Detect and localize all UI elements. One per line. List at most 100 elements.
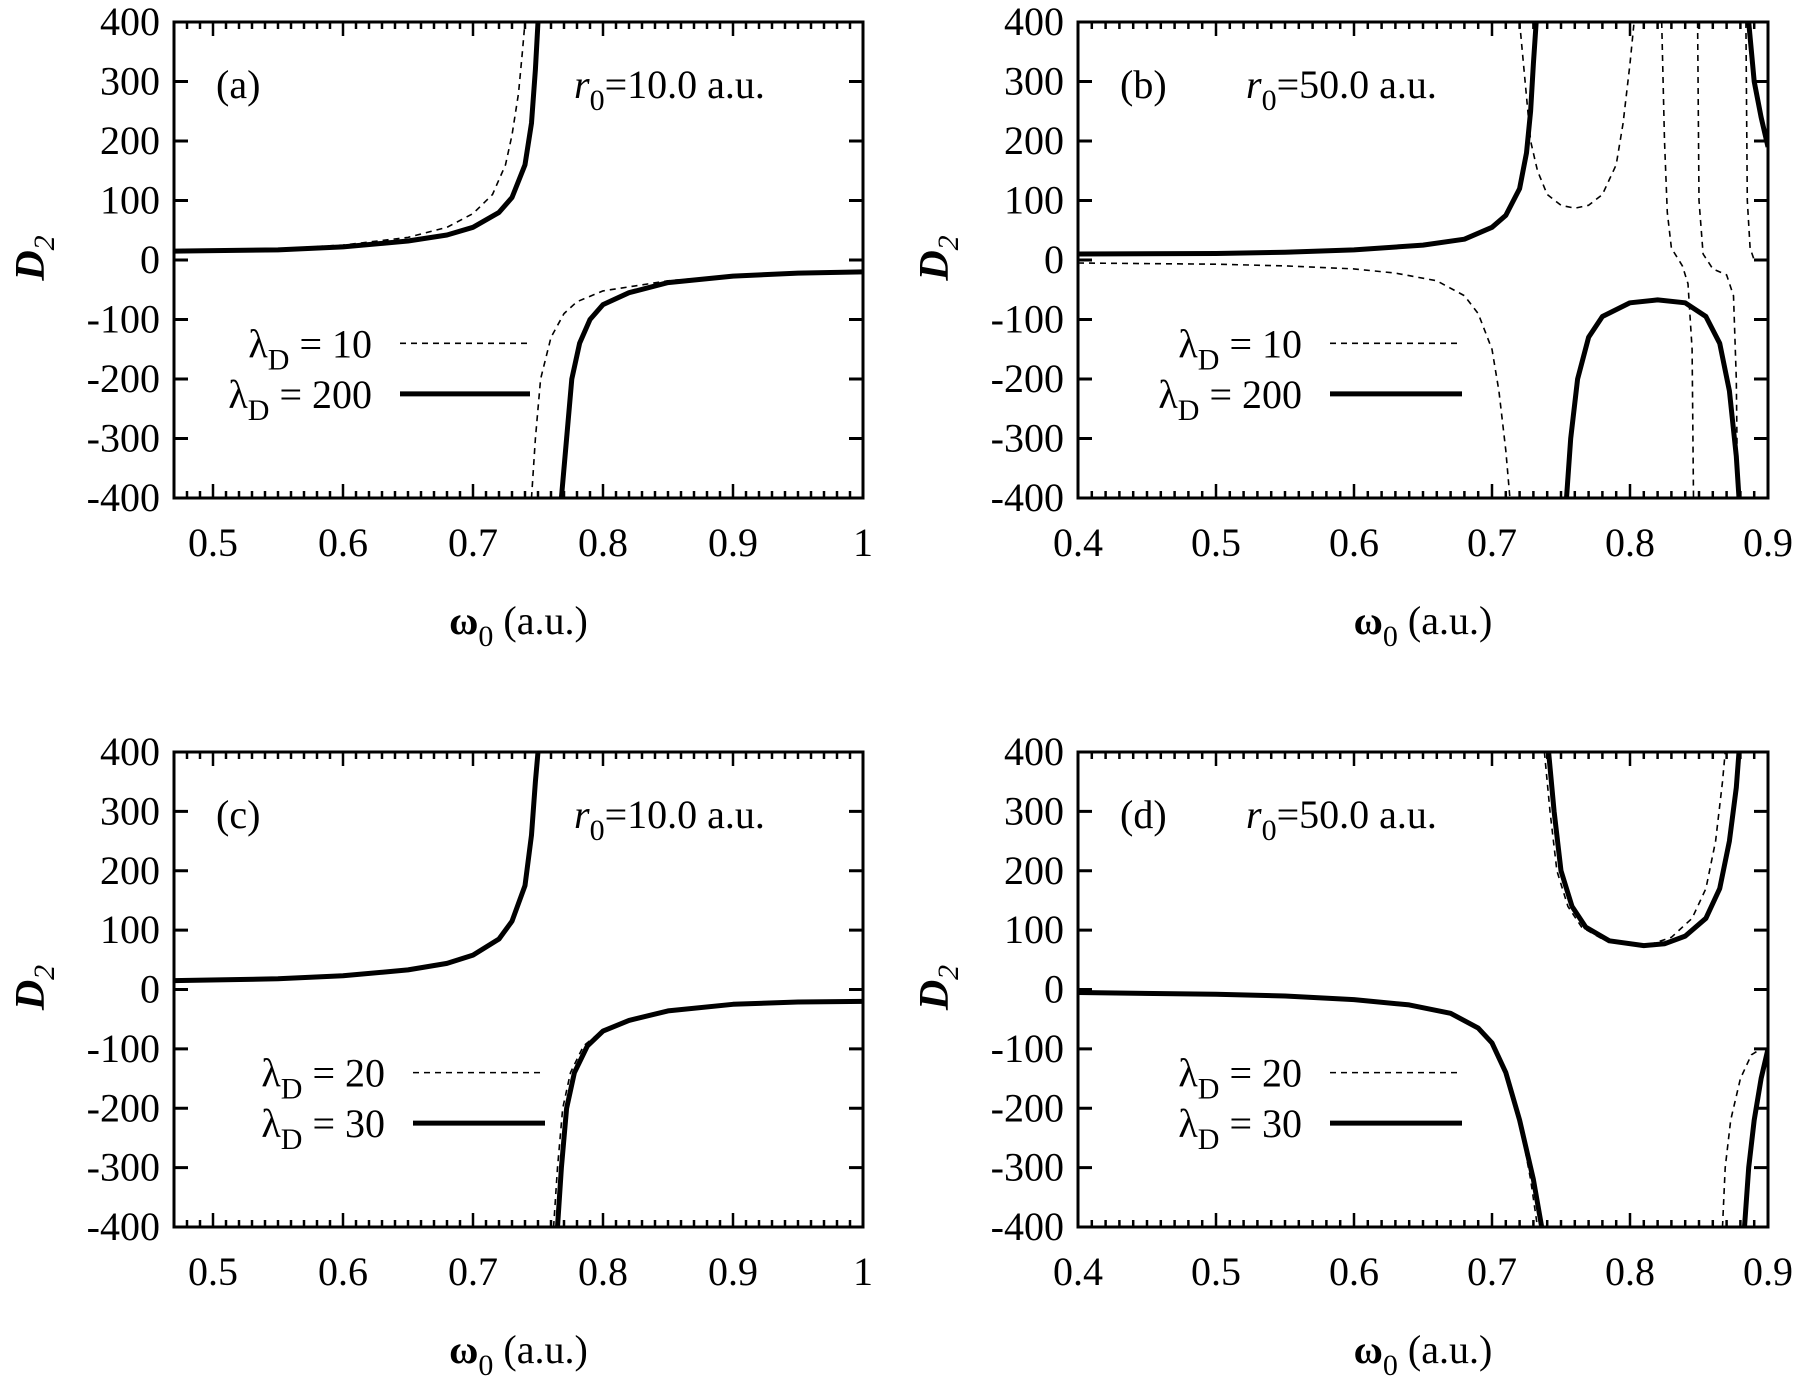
y-tick-label: 100 — [100, 178, 160, 223]
legend-label: λD = 10 — [1178, 321, 1302, 376]
series-dashed-line — [174, 752, 538, 982]
r0-annotation: r0=10.0 a.u. — [574, 62, 765, 117]
y-tick-label: -200 — [87, 1085, 160, 1130]
y-tick-label: 0 — [140, 237, 160, 282]
panel-label: (b) — [1120, 62, 1167, 107]
series-solid-line — [1742, 1048, 1768, 1227]
series-dashed-line — [1078, 262, 1511, 498]
plot-area — [174, 22, 863, 498]
x-tick-label: 0.9 — [1743, 1249, 1793, 1294]
series-solid-line — [1746, 22, 1768, 148]
x-tick-label: 0.4 — [1053, 1249, 1103, 1294]
x-tick-label: 0.6 — [1329, 1249, 1379, 1294]
legend-label: λD = 200 — [228, 372, 372, 427]
y-tick-label: 300 — [100, 788, 160, 833]
legend-label: λD = 200 — [1158, 372, 1302, 427]
x-tick-label: 0.7 — [1467, 520, 1517, 565]
x-axis-label: ω0 (a.u.) — [1354, 1327, 1493, 1382]
r0-annotation: r0=10.0 a.u. — [574, 792, 765, 847]
series-dashed-line — [1543, 752, 1726, 946]
y-axis-label: D2 — [8, 235, 61, 281]
x-axis-label: ω0 (a.u.) — [449, 598, 588, 653]
x-tick-label: 0.5 — [1191, 1249, 1241, 1294]
x-tick-label: 0.4 — [1053, 520, 1103, 565]
r0-annotation: r0=50.0 a.u. — [1246, 62, 1437, 117]
y-tick-label: 400 — [100, 729, 160, 774]
y-tick-label: -300 — [87, 1145, 160, 1190]
series-dashed-line — [1696, 22, 1739, 498]
y-tick-label: 300 — [100, 59, 160, 104]
series-solid-line — [174, 22, 541, 254]
panel-label: (a) — [216, 62, 260, 107]
x-tick-label: 0.8 — [1605, 520, 1655, 565]
y-tick-label: -100 — [991, 1026, 1064, 1071]
y-tick-label: 300 — [1004, 59, 1064, 104]
y-tick-label: -400 — [991, 475, 1064, 520]
y-axis-label: D2 — [8, 965, 61, 1011]
x-tick-label: 0.9 — [1743, 520, 1793, 565]
y-tick-label: 100 — [1004, 907, 1064, 952]
y-tick-label: -400 — [991, 1204, 1064, 1249]
x-axis-label: ω0 (a.u.) — [1354, 598, 1493, 653]
y-tick-label: 200 — [1004, 118, 1064, 163]
y-tick-label: -300 — [991, 416, 1064, 461]
series-solid-line — [558, 269, 863, 498]
x-tick-label: 0.5 — [188, 1249, 238, 1294]
series-dashed-line — [1660, 22, 1695, 498]
x-tick-label: 0.7 — [448, 1249, 498, 1294]
y-tick-label: 400 — [1004, 729, 1064, 774]
y-tick-label: -400 — [87, 1204, 160, 1249]
x-tick-label: 0.8 — [1605, 1249, 1655, 1294]
series-dashed-line — [1518, 22, 1635, 209]
x-tick-label: 0.6 — [318, 520, 368, 565]
legend-label: λD = 30 — [1178, 1101, 1302, 1156]
y-tick-label: -100 — [991, 297, 1064, 342]
y-tick-label: -300 — [991, 1145, 1064, 1190]
y-tick-label: 0 — [140, 967, 160, 1012]
y-tick-label: -200 — [991, 356, 1064, 401]
y-tick-label: 400 — [1004, 0, 1064, 44]
series-solid-line — [1078, 990, 1545, 1227]
series-dashed-line — [1721, 1048, 1762, 1227]
x-tick-label: 0.8 — [578, 1249, 628, 1294]
x-tick-label: 0.7 — [1467, 1249, 1517, 1294]
plot-area — [174, 752, 863, 1227]
y-tick-label: 300 — [1004, 788, 1064, 833]
y-tick-label: 200 — [1004, 848, 1064, 893]
x-tick-label: 1 — [853, 1249, 873, 1294]
x-tick-label: 0.8 — [578, 520, 628, 565]
y-tick-label: 100 — [100, 907, 160, 952]
series-solid-line — [1564, 297, 1742, 498]
x-axis-label: ω0 (a.u.) — [449, 1327, 588, 1382]
y-axis-label: D2 — [912, 965, 965, 1011]
y-tick-label: 200 — [100, 848, 160, 893]
x-tick-label: 0.6 — [1329, 520, 1379, 565]
y-tick-label: -100 — [87, 297, 160, 342]
legend-label: λD = 20 — [1178, 1051, 1302, 1106]
x-tick-label: 1 — [853, 520, 873, 565]
y-tick-label: -400 — [87, 475, 160, 520]
x-tick-label: 0.5 — [1191, 520, 1241, 565]
y-tick-label: -200 — [87, 356, 160, 401]
panel-c: 400 300 200 100 0 -100 -200 -300 -400 0.5 0.6 0.7 0.… — [8, 729, 873, 1382]
y-tick-label: -200 — [991, 1085, 1064, 1130]
y-axis-label: D2 — [912, 235, 965, 281]
x-tick-label: 0.9 — [708, 1249, 758, 1294]
x-tick-label: 0.6 — [318, 1249, 368, 1294]
legend-label: λD = 20 — [261, 1051, 385, 1106]
series-dashed-line — [174, 22, 526, 252]
y-tick-label: -100 — [87, 1026, 160, 1071]
series-solid-line — [555, 998, 863, 1227]
x-tick-label: 0.5 — [188, 520, 238, 565]
x-tick-label: 0.9 — [708, 520, 758, 565]
legend-label: λD = 30 — [261, 1101, 385, 1156]
series-dashed-line — [1745, 22, 1755, 261]
plot-area — [1078, 22, 1768, 498]
series-dashed-line — [530, 271, 863, 498]
series-solid-line — [1078, 22, 1539, 257]
panel-label: (c) — [216, 792, 260, 837]
legend-label: λD = 10 — [248, 321, 372, 376]
y-tick-label: 400 — [100, 0, 160, 44]
